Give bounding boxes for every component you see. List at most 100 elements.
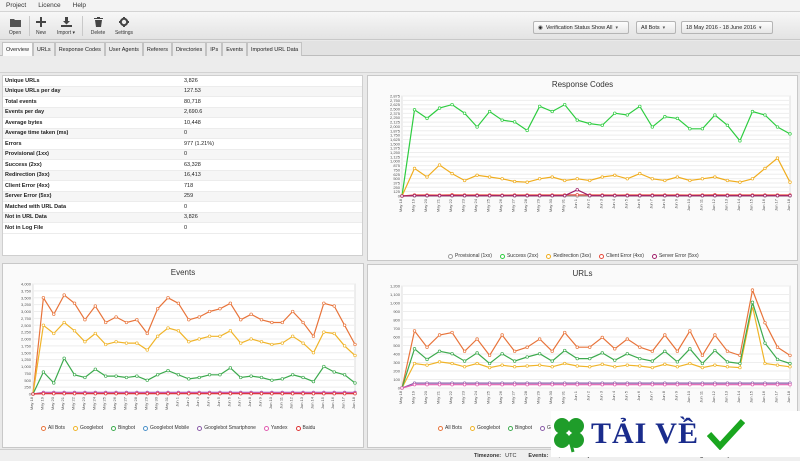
data-point[interactable] (538, 177, 542, 181)
data-point[interactable] (575, 118, 579, 122)
data-point[interactable] (52, 312, 56, 316)
data-point[interactable] (270, 320, 274, 325)
data-point[interactable] (270, 342, 274, 347)
data-point[interactable] (166, 368, 170, 373)
data-point[interactable] (613, 173, 617, 177)
data-point[interactable] (512, 120, 517, 124)
legend-item[interactable]: All Bots (41, 424, 65, 432)
data-point[interactable] (62, 356, 66, 360)
data-point[interactable] (675, 360, 680, 364)
data-point[interactable] (155, 392, 160, 396)
data-point[interactable] (750, 300, 755, 304)
data-point[interactable] (425, 357, 429, 362)
data-point[interactable] (487, 353, 492, 358)
data-point[interactable] (249, 374, 253, 378)
data-point[interactable] (332, 370, 336, 374)
import-button[interactable]: Import ▾ (54, 14, 78, 38)
data-point[interactable] (538, 363, 542, 367)
legend-item[interactable]: Bingbot (111, 424, 135, 432)
data-point[interactable] (550, 109, 554, 114)
data-point[interactable] (104, 392, 108, 396)
data-point[interactable] (218, 334, 222, 338)
data-point[interactable] (475, 351, 479, 355)
summary-row[interactable]: Redirection (3xx) 16,413 (3, 170, 362, 181)
summary-row[interactable]: Success (2xx) 63,328 (3, 160, 362, 171)
data-point[interactable] (135, 392, 139, 396)
data-point[interactable] (588, 345, 592, 349)
data-point[interactable] (301, 341, 305, 345)
data-point[interactable] (437, 349, 442, 353)
data-point[interactable] (145, 378, 149, 382)
verification-status-dropdown[interactable]: ◉ Verification Status Show All ▾ (533, 21, 629, 34)
data-point[interactable] (613, 365, 617, 369)
data-point[interactable] (104, 342, 108, 347)
data-point[interactable] (342, 392, 347, 396)
data-point[interactable] (663, 194, 667, 198)
data-point[interactable] (763, 361, 767, 366)
data-point[interactable] (462, 365, 467, 369)
data-point[interactable] (750, 383, 755, 387)
data-point[interactable] (176, 329, 181, 333)
data-point[interactable] (176, 301, 181, 305)
data-point[interactable] (563, 361, 567, 366)
data-point[interactable] (675, 116, 680, 121)
data-point[interactable] (600, 194, 604, 198)
data-point[interactable] (575, 356, 579, 361)
data-point[interactable] (475, 361, 479, 366)
data-point[interactable] (228, 392, 233, 396)
tab-directories[interactable]: Directories (171, 42, 207, 56)
data-point[interactable] (713, 333, 717, 337)
data-point[interactable] (31, 392, 35, 396)
data-point[interactable] (725, 365, 730, 369)
menu-licence[interactable]: Licence (38, 2, 61, 9)
data-point[interactable] (763, 321, 767, 325)
data-point[interactable] (625, 383, 629, 387)
data-point[interactable] (62, 392, 66, 396)
data-point[interactable] (638, 171, 642, 176)
data-point[interactable] (738, 139, 742, 143)
tab-ips[interactable]: IPs (206, 42, 223, 56)
data-point[interactable] (462, 359, 467, 363)
data-point[interactable] (588, 178, 592, 183)
summary-row[interactable]: Events per day 2,690.6 (3, 107, 362, 118)
tab-events[interactable]: Events (222, 42, 248, 56)
data-point[interactable] (291, 309, 295, 314)
data-point[interactable] (663, 115, 667, 119)
summary-row[interactable]: Provisional (1xx) 0 (3, 149, 362, 160)
data-point[interactable] (625, 363, 629, 367)
data-point[interactable] (512, 194, 517, 198)
data-point[interactable] (500, 352, 504, 356)
summary-row[interactable]: Matched with URL Data 0 (3, 202, 362, 213)
legend-item[interactable]: Bingbot (508, 424, 532, 432)
data-point[interactable] (72, 392, 77, 396)
legend-item[interactable]: Googlebot Smartphone (197, 424, 256, 432)
data-point[interactable] (625, 352, 629, 356)
data-point[interactable] (738, 383, 742, 387)
data-point[interactable] (575, 383, 579, 387)
data-point[interactable] (600, 123, 604, 127)
date-range-dropdown[interactable]: 18 May 2016 - 18 June 2016 ▾ (681, 21, 773, 34)
open-button[interactable]: Open (3, 14, 27, 38)
data-point[interactable] (114, 315, 118, 319)
data-point[interactable] (487, 365, 492, 370)
data-point[interactable] (41, 323, 46, 327)
data-point[interactable] (788, 194, 792, 198)
data-point[interactable] (638, 364, 642, 368)
data-point[interactable] (575, 188, 579, 192)
data-point[interactable] (259, 375, 264, 380)
data-point[interactable] (775, 357, 780, 362)
data-point[interactable] (62, 320, 66, 325)
data-point[interactable] (563, 194, 567, 198)
data-point[interactable] (738, 194, 742, 198)
data-point[interactable] (625, 337, 629, 341)
legend-item[interactable]: All Bots (438, 424, 462, 432)
data-point[interactable] (475, 337, 479, 341)
data-point[interactable] (675, 175, 680, 179)
data-point[interactable] (291, 392, 295, 396)
data-point[interactable] (187, 392, 191, 396)
data-point[interactable] (525, 345, 529, 349)
data-point[interactable] (775, 156, 780, 160)
legend-item[interactable]: Googlebot (72, 424, 103, 432)
data-point[interactable] (487, 361, 492, 366)
data-point[interactable] (239, 341, 243, 345)
